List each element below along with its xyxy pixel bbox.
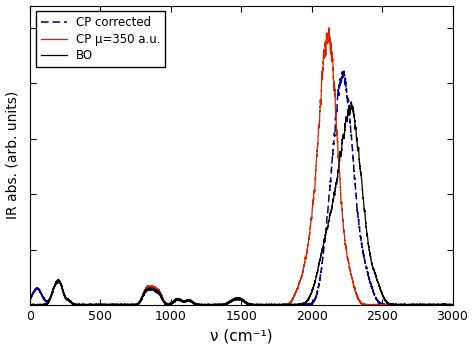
BO [348,100,354,104]
CP μ=350 a.u. [27,303,33,307]
BO [285,303,291,307]
Line: CP μ=350 a.u.: CP μ=350 a.u. [30,28,453,305]
X-axis label: ν (cm⁻¹): ν (cm⁻¹) [210,328,273,343]
CP μ=350 a.u. [27,303,33,307]
CP μ=350 a.u. [443,303,448,307]
BO [51,285,57,289]
Y-axis label: IR abs. (arb. units): IR abs. (arb. units) [6,91,19,220]
CP corrected [72,303,77,307]
Line: BO: BO [30,102,453,305]
BO [140,294,146,298]
CP corrected [443,303,448,307]
CP corrected [450,303,456,307]
CP corrected [292,303,298,307]
CP μ=350 a.u. [286,302,292,306]
CP μ=350 a.u. [292,292,298,297]
CP corrected [140,294,146,298]
CP corrected [341,68,347,72]
CP corrected [361,251,366,255]
BO [443,303,448,307]
CP μ=350 a.u. [326,25,332,30]
BO [361,199,366,203]
Legend: CP corrected, CP μ=350 a.u., BO: CP corrected, CP μ=350 a.u., BO [36,12,165,67]
CP corrected [27,296,33,300]
Line: CP corrected: CP corrected [30,70,453,305]
CP μ=350 a.u. [51,285,57,289]
BO [27,303,33,307]
BO [292,303,298,307]
CP μ=350 a.u. [450,303,456,307]
CP corrected [51,285,57,289]
BO [450,303,456,307]
CP μ=350 a.u. [361,302,366,306]
CP corrected [286,303,292,307]
CP μ=350 a.u. [140,292,146,296]
